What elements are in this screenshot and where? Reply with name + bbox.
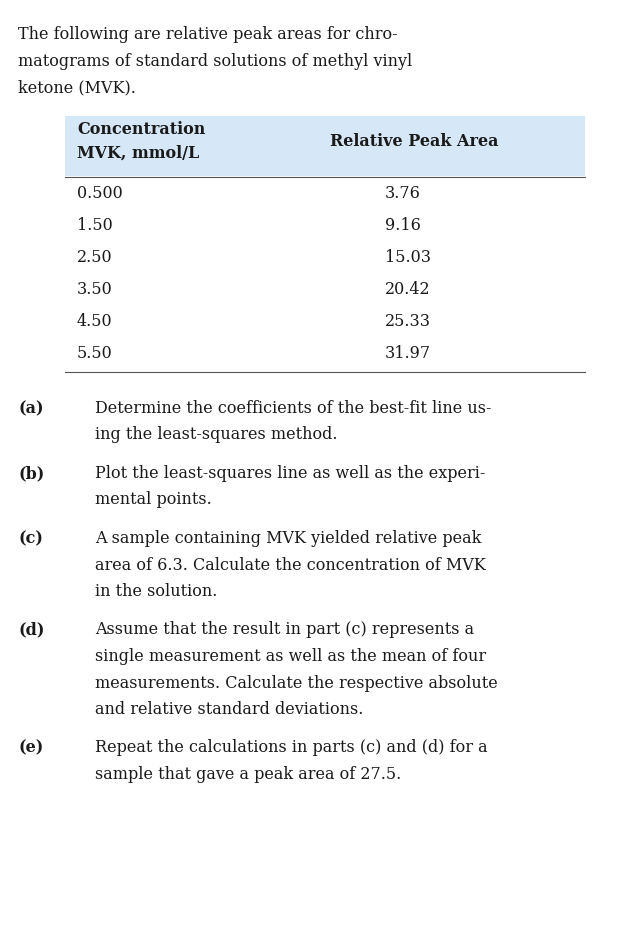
Text: 31.97: 31.97: [385, 345, 431, 362]
Text: Repeat the calculations in parts (c) and (d) for a: Repeat the calculations in parts (c) and…: [95, 739, 488, 757]
Text: 25.33: 25.33: [385, 313, 431, 330]
Text: ketone (MVK).: ketone (MVK).: [18, 79, 136, 96]
Text: Relative Peak Area: Relative Peak Area: [330, 133, 499, 150]
Text: (e): (e): [18, 739, 43, 757]
Text: A sample containing MVK yielded relative peak: A sample containing MVK yielded relative…: [95, 530, 481, 547]
Text: MVK, mmol/L: MVK, mmol/L: [77, 145, 199, 162]
Text: The following are relative peak areas for chro-: The following are relative peak areas fo…: [18, 26, 398, 43]
Text: (c): (c): [18, 530, 43, 547]
Text: measurements. Calculate the respective absolute: measurements. Calculate the respective a…: [95, 674, 498, 692]
Text: 20.42: 20.42: [385, 281, 431, 298]
Text: 2.50: 2.50: [77, 249, 113, 266]
Text: 3.50: 3.50: [77, 281, 113, 298]
Text: Determine the coefficients of the best-fit line us-: Determine the coefficients of the best-f…: [95, 400, 492, 417]
Text: 5.50: 5.50: [77, 345, 113, 362]
Text: matograms of standard solutions of methyl vinyl: matograms of standard solutions of methy…: [18, 52, 412, 70]
Text: (d): (d): [18, 622, 45, 639]
Text: Plot the least-squares line as well as the experi-: Plot the least-squares line as well as t…: [95, 465, 485, 482]
Text: sample that gave a peak area of 27.5.: sample that gave a peak area of 27.5.: [95, 766, 401, 783]
FancyBboxPatch shape: [65, 116, 585, 176]
Text: 9.16: 9.16: [385, 217, 421, 234]
Text: mental points.: mental points.: [95, 492, 212, 508]
Text: (a): (a): [18, 400, 43, 417]
Text: 4.50: 4.50: [77, 313, 113, 330]
Text: 0.500: 0.500: [77, 185, 123, 202]
Text: Concentration: Concentration: [77, 121, 205, 138]
Text: single measurement as well as the mean of four: single measurement as well as the mean o…: [95, 648, 486, 665]
Text: area of 6.3. Calculate the concentration of MVK: area of 6.3. Calculate the concentration…: [95, 557, 486, 573]
Text: 3.76: 3.76: [385, 185, 421, 202]
Text: ing the least-squares method.: ing the least-squares method.: [95, 426, 338, 443]
Text: and relative standard deviations.: and relative standard deviations.: [95, 701, 363, 718]
Text: (b): (b): [18, 465, 45, 482]
Text: Assume that the result in part (c) represents a: Assume that the result in part (c) repre…: [95, 622, 474, 639]
Text: 1.50: 1.50: [77, 217, 113, 234]
Text: in the solution.: in the solution.: [95, 583, 218, 600]
Text: 15.03: 15.03: [385, 249, 431, 266]
